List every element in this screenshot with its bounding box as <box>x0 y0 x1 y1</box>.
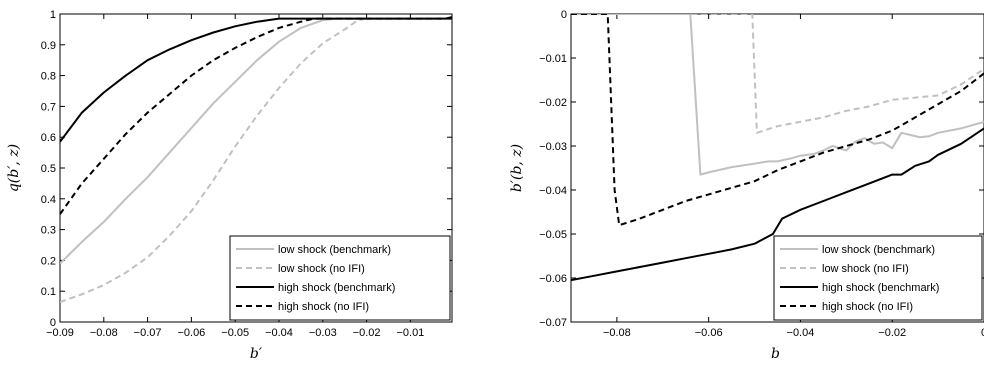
price-series-line-3 <box>60 16 452 143</box>
price-legend-label: low shock (benchmark) <box>278 244 391 256</box>
policy-x-tick-label: 0 <box>981 327 984 339</box>
policy-y-tick-label: −0.07 <box>539 317 567 329</box>
policy-y-tick-label: −0.05 <box>539 229 567 241</box>
price-chart-panel: −0.09 −0.08 −0.07 −0.06 −0.05 −0.04 −0.03 −0.02… <box>6 9 453 362</box>
policy-series-line-1 <box>571 14 984 176</box>
price-x-tick-label: −0.05 <box>221 327 249 339</box>
policy-x-axis-label: b <box>771 346 780 362</box>
policy-y-tick-label: −0.06 <box>539 273 567 285</box>
price-y-tick-label: 0.9 <box>41 40 56 52</box>
policy-x-tick-label: −0.02 <box>878 327 906 339</box>
policy-series-line-2 <box>571 14 984 134</box>
price-x-tick-label: −0.09 <box>46 327 74 339</box>
price-y-axis-label: q(b′, z) <box>6 144 22 192</box>
price-y-tick-label: 0.8 <box>41 71 56 83</box>
policy-series-group <box>571 14 984 282</box>
policy-x-tick-label: −0.06 <box>695 327 723 339</box>
policy-chart-panel: −0.08 −0.06 −0.04 −0.02 0 0 −0.01 −0.02 −0.03 −0.… <box>509 9 984 362</box>
policy-x-tick-label: −0.04 <box>787 327 815 339</box>
price-x-tick-label: −0.03 <box>309 327 337 339</box>
policy-y-tick-label: −0.02 <box>539 97 567 109</box>
price-y-tick-label: 0.5 <box>41 163 56 175</box>
policy-legend: low shock (benchmark) low shock (no IFI) h… <box>773 235 983 321</box>
price-legend-label: high shock (benchmark) <box>278 282 395 294</box>
price-legend: low shock (benchmark) low shock (no IFI) h… <box>229 235 451 321</box>
policy-series-line-4 <box>571 14 984 227</box>
price-x-axis-label: b′ <box>250 346 263 362</box>
price-series-line-4 <box>60 17 452 215</box>
policy-y-tick-label: −0.03 <box>539 141 567 153</box>
price-legend-label: high shock (no IFI) <box>278 301 369 313</box>
price-y-tick-label: 0.2 <box>41 255 56 267</box>
price-x-tick-label: −0.08 <box>90 327 118 339</box>
policy-y-tick-label: 0 <box>561 9 567 21</box>
policy-legend-label: low shock (no IFI) <box>822 263 909 275</box>
policy-series-line-3 <box>571 127 984 282</box>
policy-plot-frame <box>570 13 984 323</box>
policy-y-tick-label: −0.04 <box>539 185 567 197</box>
price-x-tick-label: −0.01 <box>396 327 424 339</box>
price-y-tick-label: 0.6 <box>41 132 56 144</box>
price-y-tick-label: 0 <box>50 317 56 329</box>
policy-x-tick-label: −0.08 <box>603 327 631 339</box>
price-y-tick-label: 0.4 <box>41 194 56 206</box>
price-x-tick-label: −0.06 <box>177 327 205 339</box>
policy-y-tick-label: −0.01 <box>539 53 567 65</box>
policy-legend-label: low shock (benchmark) <box>822 244 935 256</box>
price-y-tick-label: 0.7 <box>41 101 56 113</box>
policy-legend-label: high shock (no IFI) <box>822 301 913 313</box>
policy-y-axis-label: b′(b, z) <box>509 144 525 192</box>
price-y-tick-label: 0.1 <box>41 286 56 298</box>
price-x-tick-label: −0.02 <box>353 327 381 339</box>
price-y-tick-label: 0.3 <box>41 225 56 237</box>
price-series-group <box>60 16 452 303</box>
price-x-tick-label: −0.07 <box>134 327 162 339</box>
price-y-tick-label: 1 <box>50 9 56 21</box>
price-x-tick-label: −0.04 <box>265 327 293 339</box>
price-legend-label: low shock (no IFI) <box>278 263 365 275</box>
policy-legend-label: high shock (benchmark) <box>822 282 939 294</box>
